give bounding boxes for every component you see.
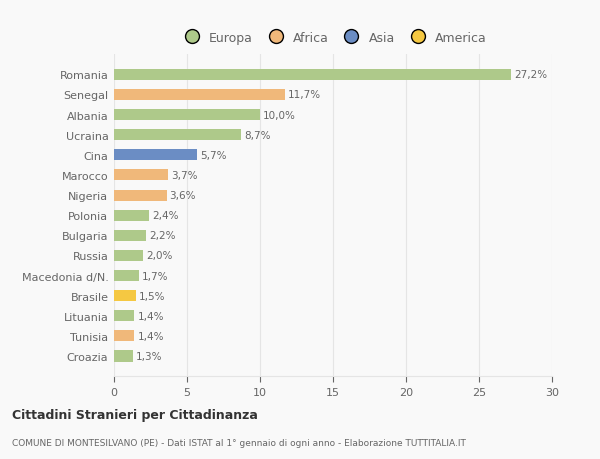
Bar xyxy=(114,351,133,362)
Text: 1,4%: 1,4% xyxy=(137,311,164,321)
Text: 2,0%: 2,0% xyxy=(146,251,172,261)
Text: 10,0%: 10,0% xyxy=(263,110,296,120)
Bar xyxy=(114,210,149,221)
Bar xyxy=(114,110,260,121)
Text: 8,7%: 8,7% xyxy=(244,130,271,140)
Bar xyxy=(114,90,285,101)
Text: 1,3%: 1,3% xyxy=(136,351,163,361)
Bar xyxy=(114,150,197,161)
Bar xyxy=(114,130,241,141)
Text: 11,7%: 11,7% xyxy=(288,90,321,100)
Text: 3,6%: 3,6% xyxy=(169,190,196,201)
Bar xyxy=(114,250,143,262)
Bar xyxy=(114,311,134,322)
Bar xyxy=(114,190,167,201)
Text: 2,4%: 2,4% xyxy=(152,211,178,221)
Text: 1,4%: 1,4% xyxy=(137,331,164,341)
Text: 5,7%: 5,7% xyxy=(200,151,227,161)
Text: 1,7%: 1,7% xyxy=(142,271,168,281)
Text: Cittadini Stranieri per Cittadinanza: Cittadini Stranieri per Cittadinanza xyxy=(12,408,258,421)
Bar xyxy=(114,270,139,281)
Bar xyxy=(114,291,136,302)
Text: 27,2%: 27,2% xyxy=(514,70,547,80)
Text: 1,5%: 1,5% xyxy=(139,291,166,301)
Bar xyxy=(114,330,134,341)
Bar xyxy=(114,70,511,81)
Legend: Europa, Africa, Asia, America: Europa, Africa, Asia, America xyxy=(176,29,490,47)
Bar xyxy=(114,170,168,181)
Text: 3,7%: 3,7% xyxy=(171,171,197,180)
Bar xyxy=(114,230,146,241)
Text: 2,2%: 2,2% xyxy=(149,231,176,241)
Text: COMUNE DI MONTESILVANO (PE) - Dati ISTAT al 1° gennaio di ogni anno - Elaborazio: COMUNE DI MONTESILVANO (PE) - Dati ISTAT… xyxy=(12,438,466,447)
